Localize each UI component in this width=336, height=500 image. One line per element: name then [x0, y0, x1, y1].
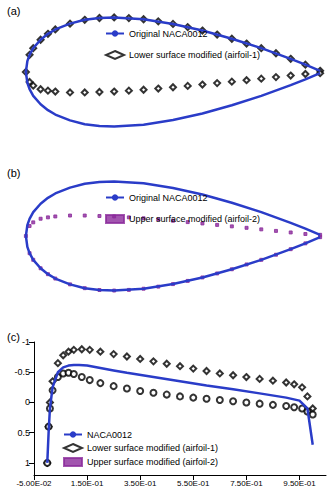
- svg-text:Upper surface modified (airfoi: Upper surface modified (airfoil-2): [87, 457, 218, 467]
- svg-text:Original NACA0012: Original NACA0012: [129, 29, 208, 39]
- svg-text:(b): (b): [7, 167, 20, 179]
- svg-text:Lower surface modified (airfoi: Lower surface modified (airfoil-1): [87, 443, 218, 453]
- svg-text:-5.00E-02: -5.00E-02: [16, 479, 52, 488]
- svg-text:5.50E-01: 5.50E-01: [177, 479, 210, 488]
- svg-text:-1: -1: [22, 337, 30, 347]
- svg-text:0: 0: [25, 397, 30, 407]
- svg-text:0.5: 0.5: [17, 428, 30, 438]
- svg-text:(c): (c): [7, 331, 20, 343]
- svg-text:Original NACA0012: Original NACA0012: [129, 193, 208, 203]
- svg-text:-0.5: -0.5: [14, 367, 30, 377]
- svg-text:7.50E-01: 7.50E-01: [230, 479, 263, 488]
- svg-text:9.50E-01: 9.50E-01: [283, 479, 316, 488]
- svg-text:1.50E-01: 1.50E-01: [71, 479, 104, 488]
- svg-text:Lower surface modified (airfoi: Lower surface modified (airfoil-1): [129, 50, 260, 60]
- svg-text:(a): (a): [7, 5, 20, 17]
- svg-text:3.50E-01: 3.50E-01: [124, 479, 157, 488]
- svg-text:1: 1: [25, 458, 30, 468]
- svg-text:NACA0012: NACA0012: [87, 430, 132, 440]
- svg-text:Upper surface modified (airfoi: Upper surface modified (airfoil-2): [129, 214, 260, 224]
